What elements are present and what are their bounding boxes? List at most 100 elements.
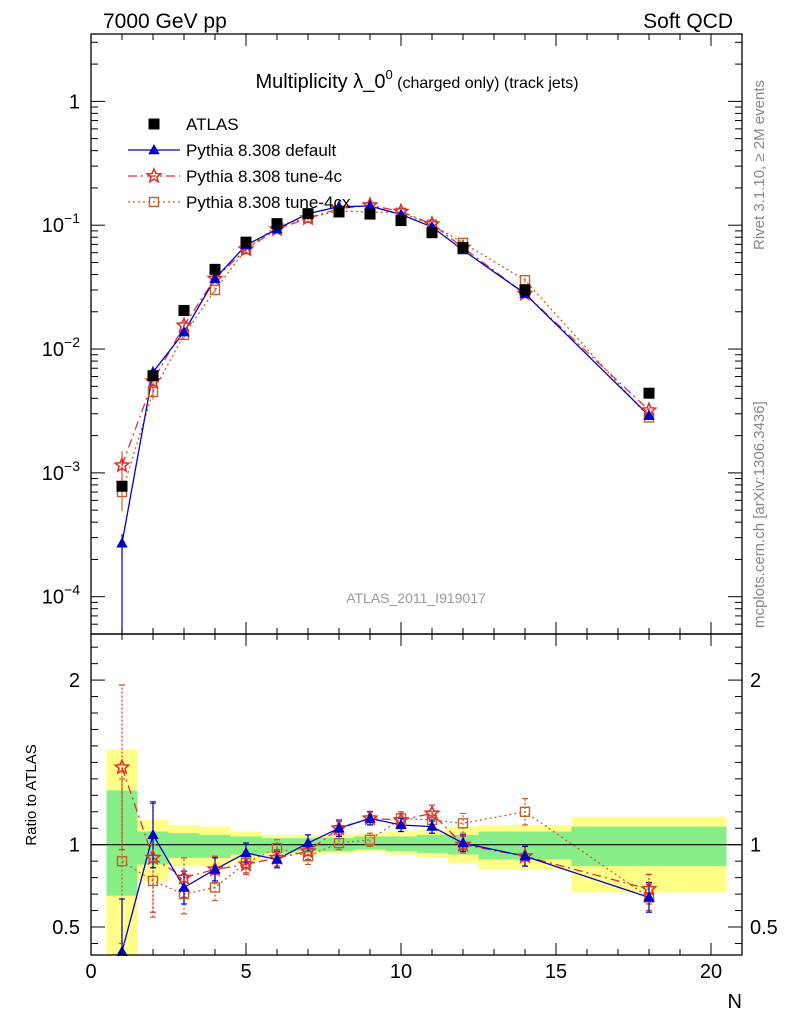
chart-title: Multiplicity λ_00 (charged only) (track …	[255, 67, 578, 93]
header-left: 7000 GeV pp	[103, 10, 227, 33]
y-tick-label-ratio-left-0: 0.5	[52, 917, 80, 939]
marker-main-atlas-6	[302, 208, 314, 220]
marker-ratio-tune4cx-12	[519, 806, 531, 817]
axis-ticks: 0 5 10 15 20 10−4 10−3 10−2 10−1 1 0.5 0.5 1 1 2 2	[42, 34, 778, 983]
band-inner-13	[571, 826, 727, 867]
legend-label-default: Pythia 8.308 default	[186, 141, 337, 160]
marker-main-atlas-11	[457, 242, 469, 254]
y-tick-label-ratio-left-1: 1	[69, 835, 80, 857]
band-inner-3	[199, 834, 231, 858]
y-tick-label-ratio-right-1: 1	[750, 835, 761, 857]
marker-main-atlas-9	[395, 215, 407, 227]
marker-main-tune4c-0	[113, 456, 131, 473]
legend-marker-atlas	[148, 118, 160, 130]
y-tick-label-ratio-right-0: 0.5	[750, 917, 778, 939]
line-main-tune4c	[121, 204, 650, 466]
marker-main-default-8	[364, 199, 376, 211]
marker-ratio-tune4c-0	[113, 758, 131, 775]
band-inner-8	[354, 836, 386, 850]
x-tick-label-2: 10	[390, 961, 412, 983]
marker-ratio-default-5	[271, 853, 283, 864]
x-tick-label-3: 15	[545, 961, 567, 983]
y-tick-label-main-3: 10−1	[42, 210, 80, 237]
rivet-label: Rivet 3.1.10, ≥ 2M events	[751, 80, 768, 250]
band-inner-9	[385, 836, 417, 852]
legend-label-tune4c: Pythia 8.308 tune-4c	[186, 167, 342, 186]
marker-ratio-default-4	[240, 846, 252, 858]
x-tick-label-4: 20	[700, 961, 722, 983]
chart-title-main: Multiplicity λ_0	[255, 71, 385, 93]
marker-ratio-default-9	[395, 818, 407, 830]
marker-main-atlas-10	[426, 227, 438, 239]
data-markers	[113, 196, 658, 956]
marker-ratio-tune4c-2	[175, 868, 193, 885]
y-tick-label-main-1: 10−3	[42, 458, 80, 485]
marker-main-atlas-7	[333, 206, 345, 218]
marker-ratio-default-12	[519, 850, 531, 861]
ratio-frame	[90, 633, 743, 956]
marker-ratio-default-7	[333, 822, 345, 833]
marker-ratio-default-1	[147, 828, 159, 840]
marker-main-tune4cx-1	[147, 386, 159, 398]
legend: ATLAS Pythia 8.308 default Pythia 8.308 …	[128, 115, 351, 212]
marker-ratio-default-11	[457, 837, 469, 848]
band-inner-5	[261, 838, 293, 853]
marker-ratio-tune4c-1	[144, 848, 162, 866]
marker-main-atlas-4	[240, 236, 252, 248]
marker-ratio-default-6	[302, 837, 314, 848]
marker-ratio-tune4c-10	[423, 804, 441, 821]
marker-main-atlas-8	[364, 208, 376, 220]
marker-main-default-3	[209, 272, 221, 283]
marker-main-default-2	[178, 326, 190, 337]
marker-main-atlas-13	[643, 387, 655, 399]
band-inner-10	[416, 834, 448, 853]
y-tick-label-main-0: 10−4	[42, 582, 80, 609]
analysis-label: ATLAS_2011_I919017	[346, 590, 486, 606]
legend-label-atlas: ATLAS	[186, 115, 239, 134]
marker-main-tune4cx-3	[209, 284, 221, 296]
plot-frames	[90, 33, 743, 956]
y-tick-label-ratio-right-2: 2	[750, 670, 761, 692]
marker-main-atlas-3	[209, 263, 221, 275]
marker-main-atlas-0	[116, 480, 128, 492]
marker-ratio-default-10	[426, 820, 438, 831]
marker-main-atlas-12	[519, 284, 531, 296]
marker-ratio-default-8	[364, 812, 376, 823]
marker-ratio-tune4cx-7	[333, 837, 345, 849]
chart-title-sup: 0	[385, 67, 392, 82]
legend-marker-tune4cx	[148, 196, 160, 208]
y-tick-label-ratio-left-2: 2	[69, 670, 80, 692]
y-axis-label-ratio: Ratio to ATLAS	[23, 744, 40, 845]
marker-main-default-0	[116, 537, 128, 548]
line-main-default	[121, 205, 650, 544]
y-tick-label-main-2: 10−2	[42, 334, 80, 361]
marker-ratio-default-3	[209, 863, 221, 874]
marker-ratio-default-2	[178, 881, 190, 892]
marker-ratio-tune4cx-0	[116, 855, 128, 867]
marker-main-atlas-2	[178, 304, 190, 316]
marker-ratio-tune4c-11	[454, 835, 472, 853]
legend-marker-tune4c	[145, 166, 163, 184]
header-right: Soft QCD	[643, 10, 733, 33]
marker-main-atlas-5	[271, 218, 283, 230]
marker-ratio-tune4cx-1	[147, 875, 159, 887]
marker-ratio-tune4c-4	[237, 855, 255, 872]
legend-label-tune4cx: Pythia 8.308 tune-4cx	[186, 193, 351, 212]
marker-ratio-tune4c-6	[299, 842, 317, 859]
x-axis-label: N	[728, 991, 742, 1013]
marker-main-atlas-1	[147, 370, 159, 382]
line-main-tune4cx	[121, 210, 650, 493]
legend-marker-default	[148, 144, 160, 155]
mcplots-label: mcplots.cern.ch [arXiv:1306.3436]	[751, 401, 768, 628]
chart-title-suffix: (charged only) (track jets)	[393, 75, 579, 92]
marker-ratio-tune4cx-3	[209, 882, 221, 893]
band-inner-2	[168, 833, 200, 858]
y-tick-label-main-4: 1	[69, 91, 80, 113]
x-tick-label-1: 5	[240, 961, 251, 983]
marker-ratio-default-13	[643, 891, 655, 902]
marker-ratio-tune4cx-11	[457, 818, 469, 829]
ratio-uncertainty-bands	[91, 749, 742, 955]
marker-ratio-tune4cx-8	[364, 834, 376, 845]
marker-main-default-13	[643, 409, 655, 420]
